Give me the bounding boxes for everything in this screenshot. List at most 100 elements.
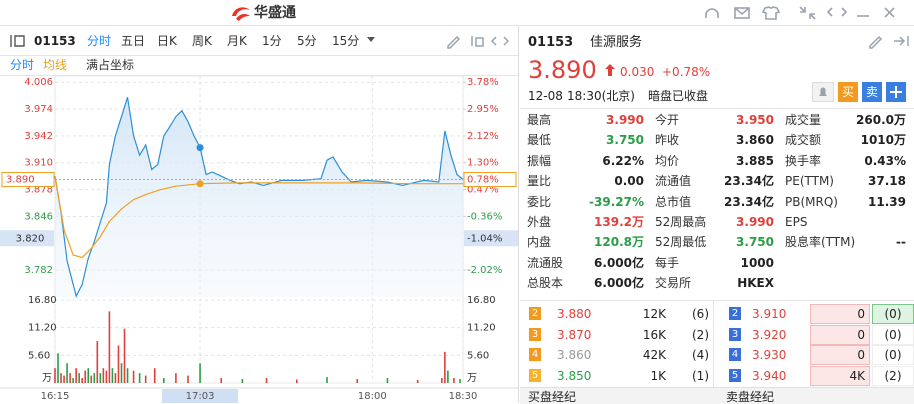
x-tick-label: 17:03 xyxy=(186,391,215,402)
panel-toggle[interactable] xyxy=(8,33,30,49)
shrink-icon[interactable] xyxy=(799,6,816,20)
period-tab[interactable]: 1分 xyxy=(262,34,282,48)
x-tick-label: 16:15 xyxy=(41,391,70,402)
y-tick-label: 3.910 xyxy=(24,158,53,169)
scale-tab[interactable]: 满占坐标 xyxy=(86,58,135,72)
y-tick-label: 3.878 xyxy=(24,185,53,196)
stat-value: 37.18 xyxy=(868,174,906,189)
stat-label: 内盘 xyxy=(527,235,552,250)
ask-volume: 0 xyxy=(810,304,870,324)
expand-icon[interactable] xyxy=(826,7,848,17)
close-icon[interactable] xyxy=(884,7,895,18)
volume-bar xyxy=(265,378,268,383)
volume-bar xyxy=(99,373,102,383)
volume-bar xyxy=(108,311,111,383)
stat-label: PB(MRQ) xyxy=(785,194,838,209)
chart-tools[interactable] xyxy=(446,33,516,49)
ask-count: (0) xyxy=(872,324,914,345)
mail-icon[interactable] xyxy=(734,7,750,19)
stat-label: 最高 xyxy=(527,113,552,127)
volume-bar xyxy=(123,328,126,383)
period-tab[interactable]: 月K xyxy=(227,34,247,48)
ask-level: 3 xyxy=(729,327,741,341)
period-tab[interactable]: 日K xyxy=(157,34,177,48)
ask-count: (0) xyxy=(872,345,914,365)
period-tab[interactable]: 五日 xyxy=(121,34,146,48)
brand: 华盛通 xyxy=(254,5,296,21)
stat-label: 流通股 xyxy=(527,255,564,270)
stat-label: 股息率(TTM) xyxy=(785,235,856,250)
stat-value: 6.000亿 xyxy=(594,276,644,291)
stat-value: 3.860 xyxy=(736,133,774,148)
y2-tick-label: 2.95% xyxy=(467,104,499,115)
bid-volume: 1K xyxy=(650,368,666,383)
volume-bar xyxy=(199,363,201,383)
volume-bar xyxy=(220,378,223,383)
last-price-label: 3.890 xyxy=(6,175,35,186)
bid-volume: 12K xyxy=(642,307,666,321)
quote-tools[interactable] xyxy=(868,33,912,49)
volume-bar xyxy=(84,370,87,383)
avg-tab[interactable]: 均线 xyxy=(43,58,68,72)
volume-bar xyxy=(444,351,446,383)
volume-bar xyxy=(126,368,129,383)
volume-bar xyxy=(81,378,83,383)
last-price: 3.890 xyxy=(528,56,597,84)
quote-time: 18:30(北京) xyxy=(567,89,635,103)
skin-icon[interactable] xyxy=(761,6,781,20)
buy-button[interactable]: 买 xyxy=(838,82,858,102)
stat-label: 振幅 xyxy=(527,153,552,168)
bid-price: 3.880 xyxy=(557,307,592,321)
y-tick-label: 4.006 xyxy=(24,77,53,88)
volume-bar xyxy=(138,373,141,383)
stat-value: 139.2万 xyxy=(594,215,644,229)
volume-bar xyxy=(78,373,80,383)
volume-bar xyxy=(69,373,71,383)
period-tab[interactable]: 分时 xyxy=(87,34,112,48)
mode-tab[interactable]: 分时 xyxy=(10,58,35,72)
volume-bar xyxy=(326,377,328,383)
stat-label: 52周最高 xyxy=(655,215,707,229)
volume-bar xyxy=(75,368,77,383)
ask-level: 4 xyxy=(729,348,741,361)
bid-count: (6) xyxy=(692,307,709,321)
separator xyxy=(520,300,914,301)
bid-price: 3.850 xyxy=(557,368,592,383)
ask-level: 5 xyxy=(729,368,741,382)
stat-label: EPS xyxy=(785,215,808,229)
crosshair-price-label: 3.820 xyxy=(16,233,45,244)
window-icons[interactable] xyxy=(702,4,912,22)
more-periods[interactable] xyxy=(366,36,376,44)
period-tab[interactable]: 15分 xyxy=(332,34,360,48)
brand-logo xyxy=(232,7,250,21)
volume-bar xyxy=(54,368,56,383)
stat-label: 52周最低 xyxy=(655,235,707,250)
ask-brokers[interactable]: 卖盘经纪 xyxy=(726,390,775,404)
toolbar xyxy=(0,26,518,56)
stat-label: 流通值 xyxy=(655,174,692,189)
stat-value: 23.34亿 xyxy=(724,194,774,209)
volume-bar xyxy=(66,363,68,383)
y2-tick-label: 1.30% xyxy=(467,158,499,169)
add-button[interactable] xyxy=(886,82,906,102)
up-arrow xyxy=(605,64,615,76)
title-bar xyxy=(0,0,914,26)
volume-bar xyxy=(60,373,62,383)
period-tab[interactable]: 5分 xyxy=(297,34,317,48)
support-icon[interactable] xyxy=(705,8,719,18)
ask-price: 3.910 xyxy=(752,307,787,321)
y2-tick-label: -0.36% xyxy=(467,211,502,222)
volume-bar xyxy=(96,341,99,383)
period-tab[interactable]: 周K xyxy=(192,34,212,48)
sell-button[interactable]: 卖 xyxy=(862,82,882,102)
crosshair-pct-label: -1.04% xyxy=(467,233,502,244)
average-line xyxy=(54,176,463,259)
stat-value: 3.885 xyxy=(736,153,774,168)
stat-label: 总市值 xyxy=(655,194,692,209)
volume-unit: 万 xyxy=(42,373,52,384)
bid-brokers[interactable]: 买盘经纪 xyxy=(528,390,577,404)
alert-button[interactable] xyxy=(812,82,834,102)
stat-label: 委比 xyxy=(527,194,552,209)
bid-level: 5 xyxy=(529,368,541,382)
bid-level: 4 xyxy=(529,348,541,361)
